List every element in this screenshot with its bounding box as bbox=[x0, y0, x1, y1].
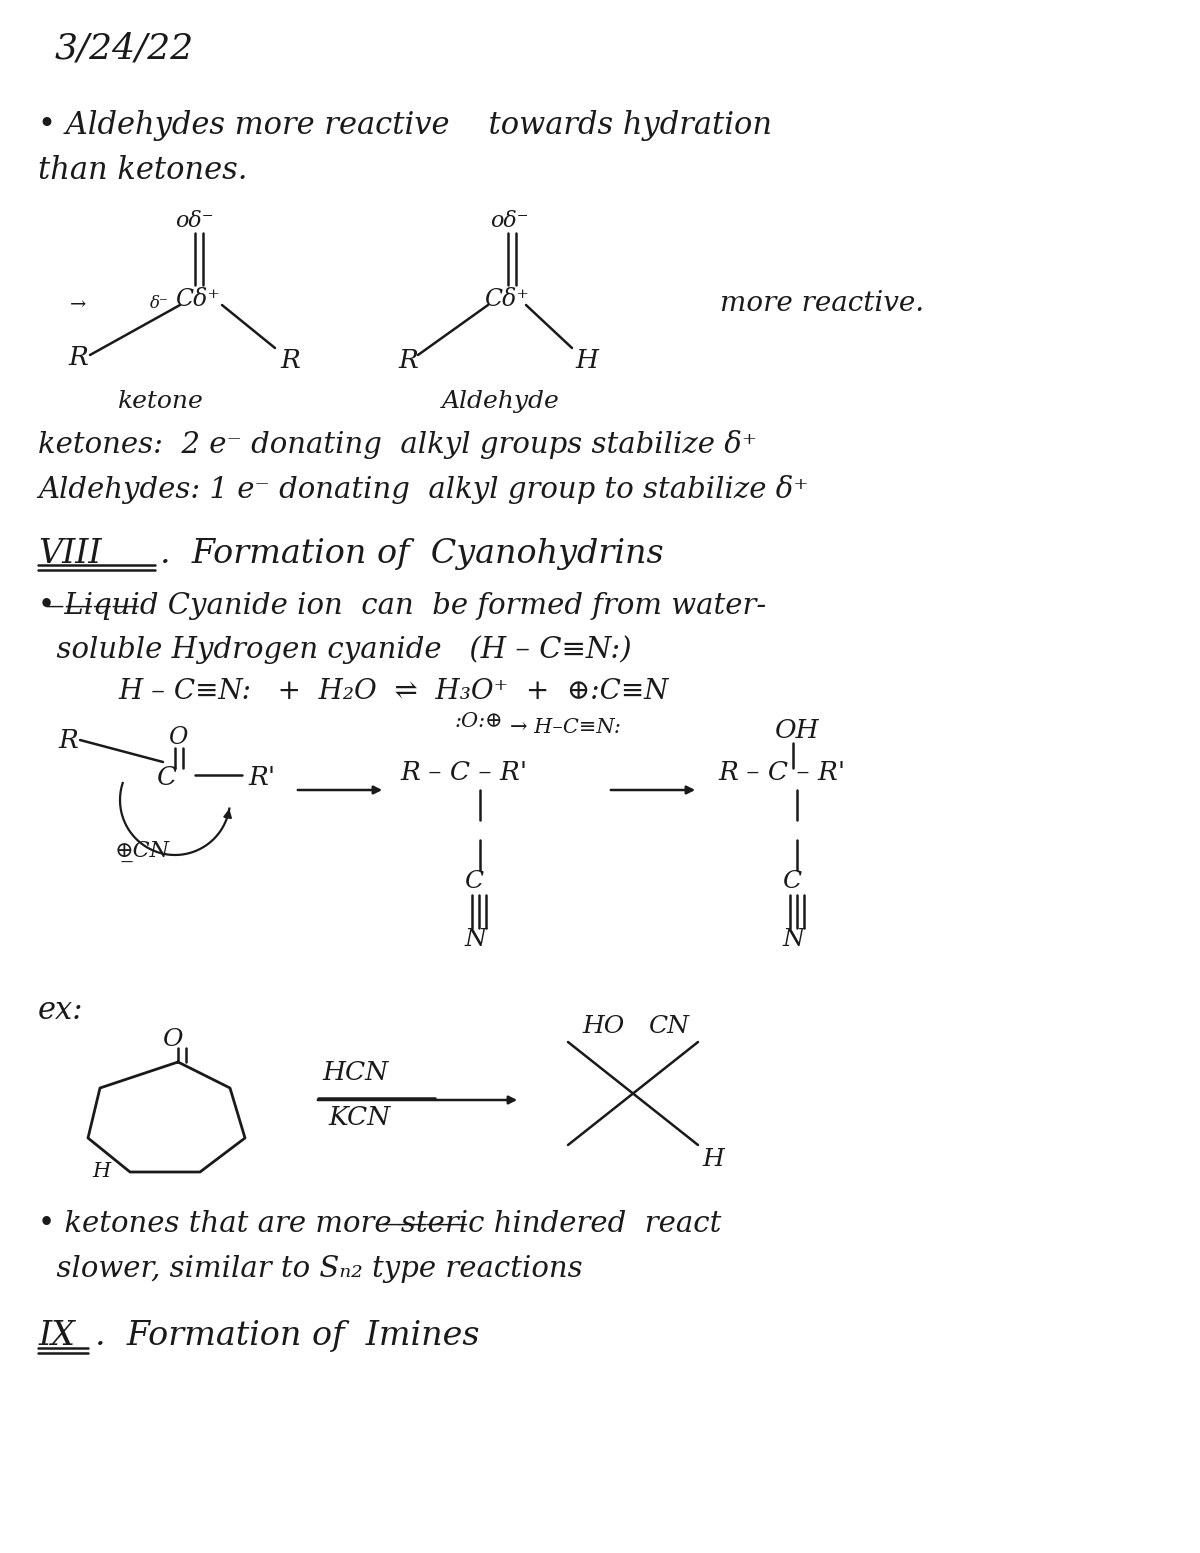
Text: H: H bbox=[702, 1148, 724, 1171]
Text: Cδ⁺: Cδ⁺ bbox=[175, 287, 220, 311]
Text: R: R bbox=[398, 348, 418, 373]
Text: .  Formation of  Imines: . Formation of Imines bbox=[95, 1320, 480, 1353]
Text: C: C bbox=[157, 766, 178, 790]
Text: N: N bbox=[464, 929, 486, 950]
Text: N: N bbox=[782, 929, 804, 950]
Text: R: R bbox=[58, 728, 78, 753]
Text: Cδ⁺: Cδ⁺ bbox=[484, 287, 529, 311]
Text: oδ⁻: oδ⁻ bbox=[490, 210, 528, 231]
Text: ketones:  2 e⁻ donating  alkyl groups stabilize δ⁺: ketones: 2 e⁻ donating alkyl groups stab… bbox=[38, 430, 757, 460]
Text: H – C≡N:   +  H₂O  ⇌  H₃O⁺  +  ⊕:C≡N: H – C≡N: + H₂O ⇌ H₃O⁺ + ⊕:C≡N bbox=[118, 679, 668, 705]
Text: KCN: KCN bbox=[328, 1106, 390, 1131]
Text: CN: CN bbox=[648, 1016, 689, 1037]
Text: O: O bbox=[162, 1028, 182, 1051]
Text: R': R' bbox=[248, 766, 275, 790]
Text: than ketones.: than ketones. bbox=[38, 155, 247, 186]
Text: H: H bbox=[92, 1162, 110, 1180]
Text: R – C – R': R – C – R' bbox=[718, 759, 845, 784]
Text: C: C bbox=[782, 870, 802, 893]
Text: Aldehyde: Aldehyde bbox=[442, 390, 559, 413]
Text: δ⁻: δ⁻ bbox=[150, 295, 169, 312]
Text: HO: HO bbox=[582, 1016, 624, 1037]
Text: Aldehydes: 1 e⁻ donating  alkyl group to stabilize δ⁺: Aldehydes: 1 e⁻ donating alkyl group to … bbox=[38, 475, 809, 505]
Text: HCN: HCN bbox=[322, 1061, 389, 1086]
Text: → H–C≡N:: → H–C≡N: bbox=[510, 717, 620, 738]
Text: slower, similar to Sₙ₂ type reactions: slower, similar to Sₙ₂ type reactions bbox=[38, 1255, 583, 1283]
Text: C: C bbox=[464, 870, 484, 893]
Text: ketone: ketone bbox=[118, 390, 204, 413]
Text: soluble Hydrogen cyanide   (H – C≡N:): soluble Hydrogen cyanide (H – C≡N:) bbox=[38, 635, 631, 663]
Text: • ̶L̶i̶q̶u̶i̶d Cyanide ion  can  be formed from water-: • ̶L̶i̶q̶u̶i̶d Cyanide ion can be formed… bbox=[38, 592, 767, 620]
Text: IX: IX bbox=[38, 1320, 74, 1353]
Text: ⊕̲CN: ⊕̲CN bbox=[115, 840, 170, 862]
Text: • Aldehydes more reactive    towards hydration: • Aldehydes more reactive towards hydrat… bbox=[38, 110, 772, 141]
Text: :O:⊕: :O:⊕ bbox=[455, 711, 504, 731]
Text: .  Formation of  Cyanohydrins: . Formation of Cyanohydrins bbox=[160, 537, 664, 570]
Text: ex:: ex: bbox=[38, 995, 84, 1027]
Text: R: R bbox=[280, 348, 300, 373]
Text: →: → bbox=[70, 295, 86, 314]
Text: 3/24/22: 3/24/22 bbox=[55, 33, 194, 65]
Text: • ketones that are more ̶s̶t̶e̶r̶i̶c hindered  react: • ketones that are more ̶s̶t̶e̶r̶i̶c hin… bbox=[38, 1210, 721, 1238]
Text: H: H bbox=[575, 348, 598, 373]
Text: R: R bbox=[68, 345, 88, 370]
Text: O: O bbox=[168, 725, 187, 749]
Text: OH: OH bbox=[775, 717, 820, 742]
Text: VIII: VIII bbox=[38, 537, 102, 570]
Text: R – C – R': R – C – R' bbox=[400, 759, 527, 784]
Text: oδ⁻: oδ⁻ bbox=[175, 210, 214, 231]
Text: more reactive.: more reactive. bbox=[720, 290, 924, 317]
